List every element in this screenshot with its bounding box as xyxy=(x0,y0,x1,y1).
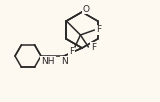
Text: O: O xyxy=(83,4,89,13)
Text: F: F xyxy=(96,26,101,34)
Text: N: N xyxy=(61,57,67,65)
Text: F: F xyxy=(69,48,74,57)
Text: F: F xyxy=(91,43,96,52)
Text: NH: NH xyxy=(41,57,55,65)
